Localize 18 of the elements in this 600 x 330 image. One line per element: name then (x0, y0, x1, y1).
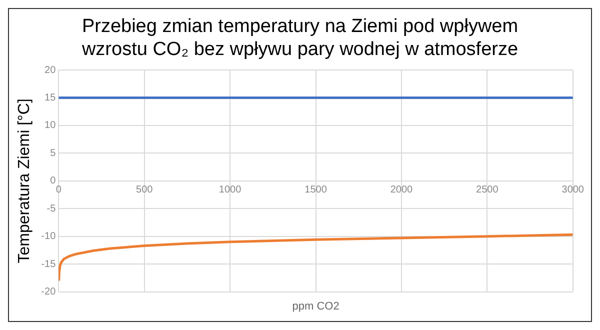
x-tick-label: 1500 (304, 184, 328, 196)
y-tick-label: -10 (41, 231, 56, 242)
y-tick-label: -5 (46, 203, 56, 214)
y-tick-label: -15 (41, 258, 56, 270)
x-tick-label: 2500 (476, 184, 499, 196)
y-tick-label: 20 (44, 64, 56, 76)
y-tick-label: -20 (41, 286, 56, 298)
x-tick-label: 1000 (218, 184, 242, 196)
y-tick-label: 15 (44, 92, 56, 104)
y-axis-title: Temperatura Ziemi [°C] (16, 98, 34, 264)
x-axis-title: ppm CO2 (292, 300, 340, 312)
x-tick-label: 3000 (562, 184, 584, 196)
y-tick-label: 10 (44, 120, 56, 132)
y-tick-label: 0 (50, 176, 56, 187)
y-tick-label: 5 (50, 148, 56, 159)
chart-title: Przebieg zmian temperatury na Ziemi pod wpływem wzrostu CO₂ bez wpływu pary wodnej w atmosferze (80, 15, 520, 61)
x-tick-label: 2000 (390, 184, 414, 196)
x-tick-label: 500 (136, 184, 154, 196)
